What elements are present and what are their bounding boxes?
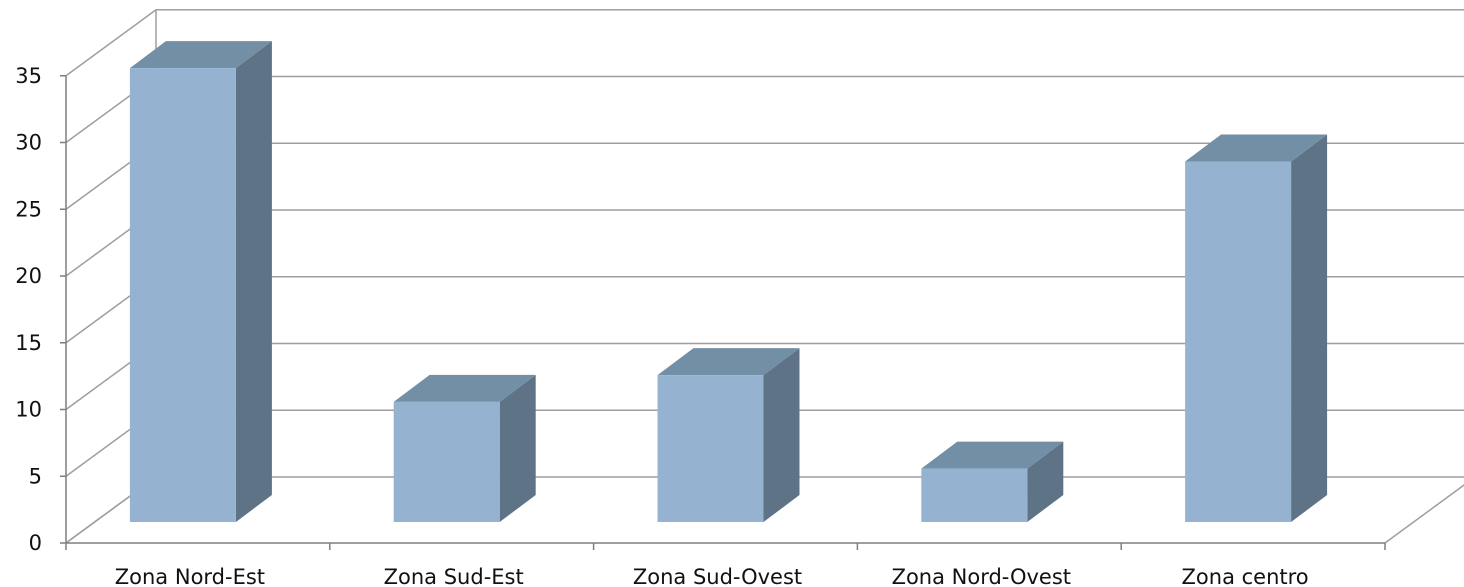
bar-front xyxy=(129,68,236,522)
y-tick-label: 10 xyxy=(15,398,42,422)
floor-right-edge xyxy=(1384,484,1464,544)
bar-front xyxy=(657,375,764,522)
y-tick-label: 20 xyxy=(15,264,42,288)
y-tick-label: 15 xyxy=(15,331,42,355)
x-category-label: Zona Nord-Est xyxy=(115,565,265,587)
bar-top xyxy=(129,41,272,69)
y-tick-label: 25 xyxy=(15,197,42,221)
bar xyxy=(393,374,536,522)
x-category-label: Zona Sud-Est xyxy=(384,565,524,587)
bar-top xyxy=(393,374,536,402)
bar xyxy=(921,441,1064,522)
bars xyxy=(129,41,1328,523)
bar xyxy=(1185,134,1328,523)
x-category-label: Zona Nord-Ovest xyxy=(892,565,1071,587)
x-category-label: Zona Sud-Ovest xyxy=(633,565,802,587)
bar-front xyxy=(1185,161,1292,523)
y-tick-label: 30 xyxy=(15,131,42,155)
bar-side xyxy=(1027,441,1064,522)
bar-side xyxy=(499,374,536,522)
bar-side xyxy=(1291,134,1328,523)
y-tick-label: 5 xyxy=(29,464,42,488)
bar-front xyxy=(921,468,1028,522)
y-axis-tick-labels: 0 5 10 15 20 25 30 35 xyxy=(15,64,42,555)
axes xyxy=(60,75,1386,550)
y-tick-label: 35 xyxy=(15,64,42,88)
bar-top xyxy=(921,441,1064,469)
x-axis-category-labels: Zona Nord-Est Zona Sud-Est Zona Sud-Ovest Z… xyxy=(115,565,1309,587)
y-tick-label: 0 xyxy=(29,531,42,555)
bar-front xyxy=(393,401,500,522)
bar xyxy=(657,348,800,522)
bar-top xyxy=(1185,134,1328,162)
bar-side xyxy=(763,348,800,522)
gridline-side xyxy=(65,9,157,77)
bar-top xyxy=(657,348,800,376)
bar-side xyxy=(235,41,272,522)
bar xyxy=(129,41,272,522)
x-category-label: Zona centro xyxy=(1182,565,1309,587)
